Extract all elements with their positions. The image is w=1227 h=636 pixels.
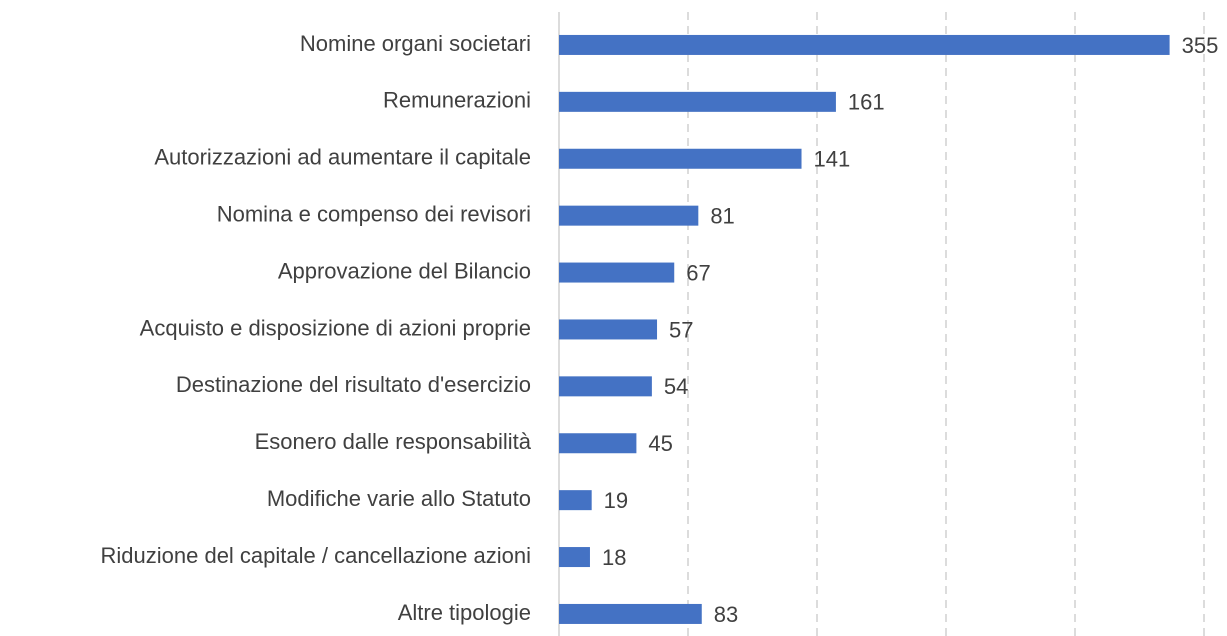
value-label: 161 (848, 90, 885, 115)
y-tick-label: Acquisto e disposizione di azioni propri… (140, 315, 531, 340)
value-label: 57 (669, 317, 693, 342)
y-tick-label: Nomine organi societari (300, 31, 531, 56)
value-label: 355 (1182, 33, 1219, 58)
value-label: 19 (604, 488, 628, 513)
y-tick-label: Altre tipologie (398, 600, 531, 625)
bar (559, 490, 592, 511)
bar (559, 205, 699, 226)
bar (559, 148, 802, 169)
y-tick-label: Riduzione del capitale / cancellazione a… (101, 543, 532, 568)
bar (559, 91, 836, 112)
value-label: 141 (814, 147, 851, 172)
y-tick-label: Remunerazioni (383, 88, 531, 113)
value-label: 54 (664, 374, 688, 399)
value-label: 67 (686, 260, 710, 285)
value-label: 45 (648, 431, 672, 456)
y-tick-label: Esonero dalle responsabilità (255, 429, 532, 454)
bar (559, 34, 1170, 55)
bar (559, 376, 652, 397)
value-label: 83 (714, 602, 738, 627)
y-tick-label: Approvazione del Bilancio (278, 258, 531, 283)
y-tick-label: Nomina e compenso dei revisori (217, 201, 531, 226)
bar (559, 433, 637, 454)
y-tick-label: Destinazione del risultato d'esercizio (176, 372, 531, 397)
y-tick-label: Autorizzazioni ad aumentare il capitale (154, 145, 531, 170)
bar (559, 603, 702, 624)
y-tick-label: Modifiche varie allo Statuto (267, 486, 531, 511)
bar (559, 319, 658, 340)
value-label: 18 (602, 545, 626, 570)
bar (559, 547, 590, 568)
value-label: 81 (710, 203, 734, 228)
bar (559, 262, 675, 283)
